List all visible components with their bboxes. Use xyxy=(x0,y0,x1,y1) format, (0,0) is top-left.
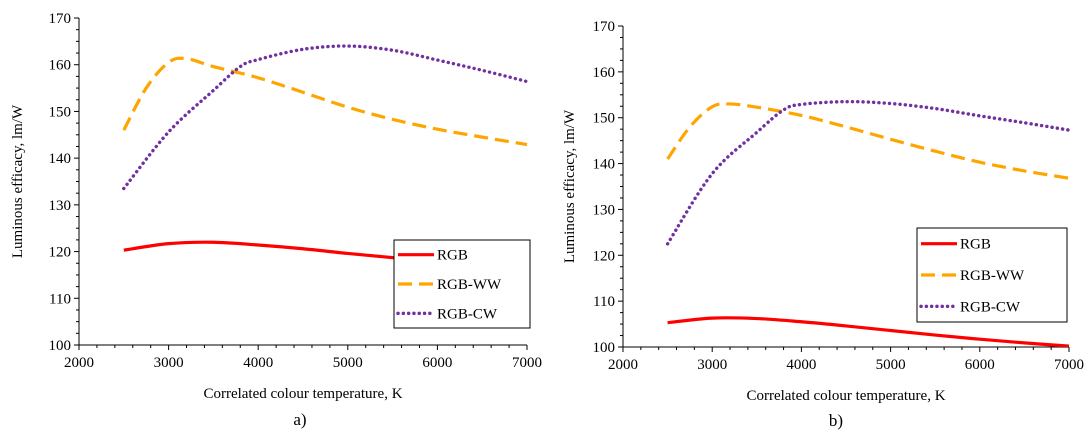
x-tick-label: 4000 xyxy=(786,357,816,373)
panel-label: a) xyxy=(293,410,306,429)
x-tick-label: 2000 xyxy=(608,357,638,373)
legend-entry: RGB xyxy=(960,237,991,253)
series-line-rgb-cw xyxy=(665,99,1071,246)
legend-entry: RGB-WW xyxy=(437,277,502,293)
x-tick-label: 3000 xyxy=(154,355,184,371)
legend-entry: RGB-CW xyxy=(960,299,1021,315)
legend: RGB RGB-WW RGB-CW xyxy=(916,227,1068,323)
x-tick-label: 6000 xyxy=(422,355,452,371)
x-tick-label: 5000 xyxy=(876,357,906,373)
y-tick-label: 120 xyxy=(593,248,616,264)
x-tick-label: 7000 xyxy=(512,355,542,371)
series-line-rgb-cw xyxy=(122,44,529,191)
y-tick-label: 140 xyxy=(593,157,616,173)
y-axis-label: Luminous efficacy, lm/W xyxy=(10,104,26,258)
x-tick-label: 3000 xyxy=(697,357,727,373)
series-line-rgb xyxy=(667,316,1070,347)
y-axis-label: Luminous efficacy, lm/W xyxy=(562,109,578,263)
x-tick-label: 5000 xyxy=(333,355,363,371)
y-tick-label: 100 xyxy=(49,338,72,354)
series-line-rgb-ww xyxy=(666,102,1070,180)
y-tick-label: 120 xyxy=(49,245,72,261)
x-tick-label: 6000 xyxy=(965,357,995,373)
y-tick-label: 150 xyxy=(593,111,616,127)
x-axis-label: Correlated colour temperature, K xyxy=(746,388,945,404)
legend-entry: RGB xyxy=(437,248,468,264)
y-tick-label: 110 xyxy=(593,294,615,310)
legend: RGB RGB-WW RGB-CW xyxy=(393,239,531,329)
y-tick-label: 130 xyxy=(49,198,72,214)
chart-panel-b: 100 110 120 130 140 150 160 170 2000 3000 4000 5000… xyxy=(562,19,1084,430)
y-tick-label: 130 xyxy=(593,202,616,218)
y-tick-label: 160 xyxy=(49,58,72,74)
legend-entry: RGB-CW xyxy=(437,306,498,322)
x-axis-label: Correlated colour temperature, K xyxy=(203,386,402,402)
y-tick-label: 170 xyxy=(593,19,616,35)
chart-panel-a: 100 110 120 130 140 150 160 170 2000 3000 4000 5000… xyxy=(10,11,542,429)
y-tick-label: 140 xyxy=(49,151,72,167)
legend-entry: RGB-WW xyxy=(960,268,1025,284)
y-tick-label: 150 xyxy=(49,104,72,120)
y-tick-label: 160 xyxy=(593,65,616,81)
x-tick-label: 7000 xyxy=(1054,357,1084,373)
series-line-rgb-ww xyxy=(122,56,528,147)
panel-label: b) xyxy=(829,411,843,430)
x-tick-label: 4000 xyxy=(243,355,273,371)
x-tick-label: 2000 xyxy=(64,355,94,371)
y-tick-label: 110 xyxy=(49,291,71,307)
y-tick-label: 100 xyxy=(593,340,616,356)
y-tick-label: 170 xyxy=(49,11,72,27)
